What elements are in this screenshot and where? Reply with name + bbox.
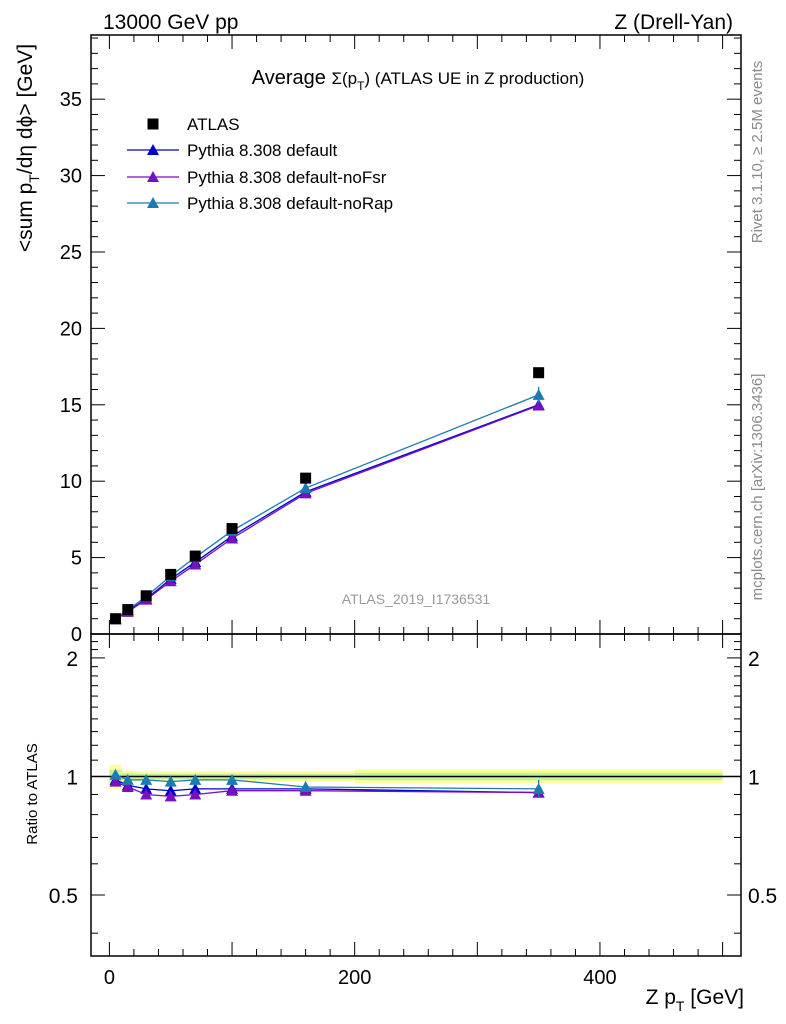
main-series-line-1 xyxy=(115,404,539,620)
header-left-label: 13000 GeV pp xyxy=(103,11,238,34)
ratio-point-s1-4 xyxy=(189,788,202,800)
y-tick-label-main-25: 25 xyxy=(60,242,82,264)
x-axis-label: Z pT [GeV] xyxy=(646,986,744,1014)
legend-label-1: Pythia 8.308 default xyxy=(187,141,338,160)
chart-title-sigma: Σ(p xyxy=(331,69,357,88)
legend-marker-3 xyxy=(147,197,159,208)
ratio-point-s2-4 xyxy=(189,773,202,785)
main-point-s1-4 xyxy=(189,558,202,570)
ratio-point-s2-3 xyxy=(164,775,177,787)
x-tick-label-200: 200 xyxy=(338,967,371,989)
ratio-point-s2-5 xyxy=(226,773,239,785)
main-data-point-3 xyxy=(165,568,177,580)
chart-title-suffix: (ATLAS UE in Z production) xyxy=(370,69,584,88)
ratio-point-s1-5 xyxy=(226,784,239,796)
ratio-point-s2-1 xyxy=(121,773,134,785)
y-tick-label-main-0: 0 xyxy=(71,624,82,646)
main-data-point-7 xyxy=(533,367,545,379)
x-tick-label-400: 400 xyxy=(583,967,616,989)
ratio-point-s1-0 xyxy=(109,775,122,787)
legend-marker-2 xyxy=(147,171,159,182)
x-axis-label-b: [GeV] xyxy=(684,986,744,1009)
y-axis-label-main-a: <sum p xyxy=(14,183,37,252)
chart-title-close: ) xyxy=(364,69,370,88)
legend-label-2: Pythia 8.308 default-noFsr xyxy=(187,168,387,187)
ratio-point-s2-6 xyxy=(299,781,312,793)
y-tick-label-main-10: 10 xyxy=(60,471,82,493)
y-tick-label-ratio-left-0.5: 0.5 xyxy=(49,885,78,908)
legend-marker-0 xyxy=(147,118,159,130)
y-tick-label-main-35: 35 xyxy=(60,89,82,111)
chart-title: Average Σ(pT) (ATLAS UE in Z production) xyxy=(252,67,584,93)
y-axis-label-main: <sum pT/dη dϕ> [GeV] xyxy=(14,44,42,252)
ratio-point-s2-0 xyxy=(109,768,122,780)
ratio-frame xyxy=(90,633,742,957)
y-axis-label-main-sub: T xyxy=(26,174,42,183)
y-tick-label-ratio-left-2: 2 xyxy=(66,648,78,671)
header-right-label: Z (Drell-Yan) xyxy=(614,11,733,34)
x-axis-label-sub: T xyxy=(676,998,685,1014)
chart-title-prefix: Average xyxy=(252,67,332,89)
y-tick-label-ratio-left-1: 1 xyxy=(66,766,78,789)
legend: ATLAS Pythia 8.308 default Pythia 8.308 de… xyxy=(127,115,393,213)
x-tick-label-0: 0 xyxy=(104,967,115,989)
ratio-point-s2-2 xyxy=(140,773,153,785)
ratio-point-s1-3 xyxy=(164,790,177,802)
ratio-point-s1-1 xyxy=(121,781,134,793)
main-data-point-4 xyxy=(189,550,201,562)
legend-label-3: Pythia 8.308 default-noRap xyxy=(187,194,393,213)
main-data-point-5 xyxy=(226,523,238,535)
ratio-point-s0-4 xyxy=(189,782,202,794)
main-data-point-1 xyxy=(122,604,134,616)
legend-label-0: ATLAS xyxy=(187,115,240,134)
y-tick-label-main-15: 15 xyxy=(60,395,82,417)
y-tick-label-ratio-right-0.5: 0.5 xyxy=(748,885,777,908)
mcplots-label: mcplots.cern.ch [arXiv:1306.3436] xyxy=(749,374,766,601)
chart-title-sub: T xyxy=(357,79,365,93)
y-tick-label-main-20: 20 xyxy=(60,318,82,340)
main-point-s1-5 xyxy=(226,532,239,544)
y-tick-label-ratio-right-1: 1 xyxy=(748,766,760,789)
ratio-point-s1-2 xyxy=(140,788,153,800)
legend-marker-1 xyxy=(147,144,159,155)
analysis-label: ATLAS_2019_I1736531 xyxy=(342,591,491,607)
y-tick-label-main-30: 30 xyxy=(60,166,82,188)
main-panel: 0 5 10 15 20 25 30 35 xyxy=(60,34,742,646)
y-axis-label-main-b: /dη dϕ> [GeV] xyxy=(14,44,37,174)
ratio-point-s0-2 xyxy=(140,782,153,794)
main-data-point-0 xyxy=(110,613,122,625)
rivet-label: Rivet 3.1.10, ≥ 2.5M events xyxy=(749,61,766,244)
ratio-panel: 0 200 400 0.5 0.5 1 1 2 2 xyxy=(49,633,777,989)
main-data-point-2 xyxy=(140,590,152,602)
x-axis-label-a: Z p xyxy=(646,986,676,1009)
main-series-line-0 xyxy=(115,404,539,620)
y-tick-label-main-5: 5 xyxy=(71,548,82,570)
main-data-point-6 xyxy=(300,472,312,484)
main-point-s1-7 xyxy=(532,399,545,411)
y-tick-label-ratio-right-2: 2 xyxy=(748,648,760,671)
main-point-s2-6 xyxy=(299,482,312,494)
ratio-point-s0-3 xyxy=(164,784,177,796)
y-axis-label-ratio: Ratio to ATLAS xyxy=(24,743,41,844)
